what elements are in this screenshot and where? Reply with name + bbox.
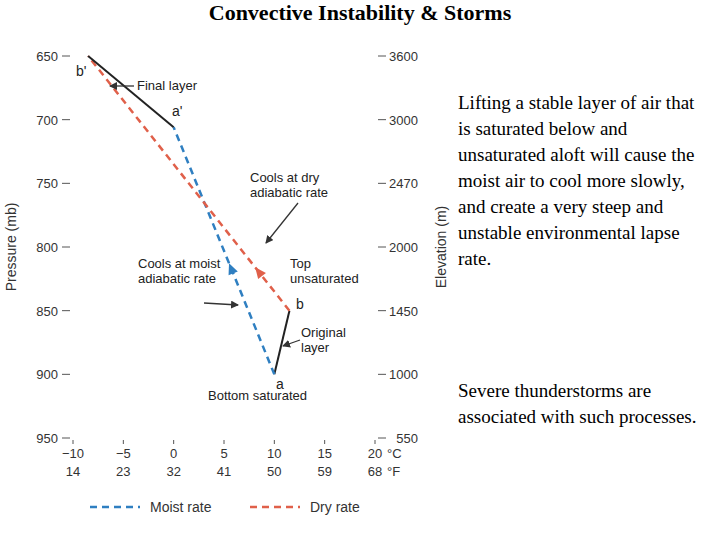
direction-arrow <box>229 263 238 275</box>
x2-axis-label: °F <box>387 464 400 479</box>
body-text: Lifting a stable layer of air that is sa… <box>458 90 710 272</box>
annotation: Cools at dry adiabatic rate <box>250 170 350 200</box>
legend-swatch <box>90 506 140 509</box>
x2-tick-label: 59 <box>317 464 331 479</box>
y2-tick <box>378 119 386 120</box>
annotation: b <box>296 297 316 312</box>
y-tick <box>62 438 70 439</box>
y2-tick <box>378 438 386 439</box>
x2-tick-label: 50 <box>267 464 281 479</box>
y2-axis-label: Elevation (m) <box>433 206 449 288</box>
y-tick-label: 750 <box>36 176 58 191</box>
y2-tick-label: 550 <box>396 431 418 446</box>
annotation: Top unsaturated <box>290 256 370 286</box>
x-tick-label: 15 <box>317 446 331 461</box>
x2-tick-label: 32 <box>166 464 180 479</box>
x-tick-label: 20 <box>368 446 382 461</box>
x-tick <box>274 440 275 444</box>
y-tick <box>62 374 70 375</box>
x-tick <box>173 440 174 444</box>
y2-tick-label: 3000 <box>389 113 418 128</box>
chart: 650 700 750 800 850 900 950 Pressure (mb) 3600 30… <box>0 0 720 540</box>
annotation: a <box>276 377 296 392</box>
slide: Convective Instability & Storms Lifting a… <box>0 0 720 540</box>
legend-label: Moist rate <box>150 499 212 515</box>
annotation: Bottom saturated <box>208 388 338 403</box>
x-tick <box>375 440 376 444</box>
y2-tick <box>378 56 386 57</box>
y-tick <box>62 183 70 184</box>
x-tick <box>224 440 225 444</box>
annotation-arrow <box>266 203 298 243</box>
y-tick <box>62 310 70 311</box>
y-tick-label: 850 <box>36 304 58 319</box>
y2-tick-label: 1450 <box>389 304 418 319</box>
y2-tick <box>378 310 386 311</box>
x2-tick-label: 23 <box>116 464 130 479</box>
annotation-arrow <box>283 340 300 346</box>
x-tick-label: 5 <box>220 446 227 461</box>
annotation-arrow <box>110 85 134 86</box>
y-tick-label: 950 <box>36 431 58 446</box>
title: Convective Instability & Storms <box>0 0 720 26</box>
y-tick <box>62 119 70 120</box>
series-line <box>274 311 289 375</box>
y-tick-label: 900 <box>36 367 58 382</box>
annotation: Original layer <box>301 325 361 355</box>
annotation: b' <box>76 64 96 79</box>
y2-tick-label: 3600 <box>389 49 418 64</box>
y2-tick <box>378 183 386 184</box>
x-tick-label: −10 <box>62 446 84 461</box>
annotation: Cools at moist adiabatic rate <box>138 256 228 286</box>
legend-label: Dry rate <box>310 499 360 515</box>
series-line <box>174 127 275 374</box>
x-axis-label: °C <box>387 446 402 461</box>
annotation: Final layer <box>137 78 217 93</box>
x-tick-label: −5 <box>116 446 131 461</box>
x-tick-label: 0 <box>170 446 177 461</box>
y-tick-label: 800 <box>36 240 58 255</box>
x2-tick-label: 41 <box>217 464 231 479</box>
y-axis-label: Pressure (mb) <box>3 203 19 292</box>
y2-tick-label: 2470 <box>389 176 418 191</box>
y2-tick <box>378 247 386 248</box>
y-tick-label: 700 <box>36 113 58 128</box>
body-text: Severe thunderstorms are associated with… <box>458 378 710 430</box>
y2-tick-label: 1000 <box>389 367 418 382</box>
x-tick <box>123 440 124 444</box>
y-tick <box>62 247 70 248</box>
annotation-arrow <box>204 303 238 305</box>
legend-swatch <box>250 506 300 509</box>
x-tick <box>73 440 74 444</box>
x-tick <box>324 440 325 444</box>
y2-tick-label: 2000 <box>389 240 418 255</box>
annotation: a' <box>172 104 192 119</box>
x2-tick-label: 14 <box>66 464 80 479</box>
plot-area <box>88 56 289 374</box>
y2-tick <box>378 374 386 375</box>
x2-tick-label: 68 <box>368 464 382 479</box>
y-tick-label: 650 <box>36 49 58 64</box>
y-tick <box>62 56 70 57</box>
direction-arrow <box>255 267 266 279</box>
x-tick-label: 10 <box>267 446 281 461</box>
